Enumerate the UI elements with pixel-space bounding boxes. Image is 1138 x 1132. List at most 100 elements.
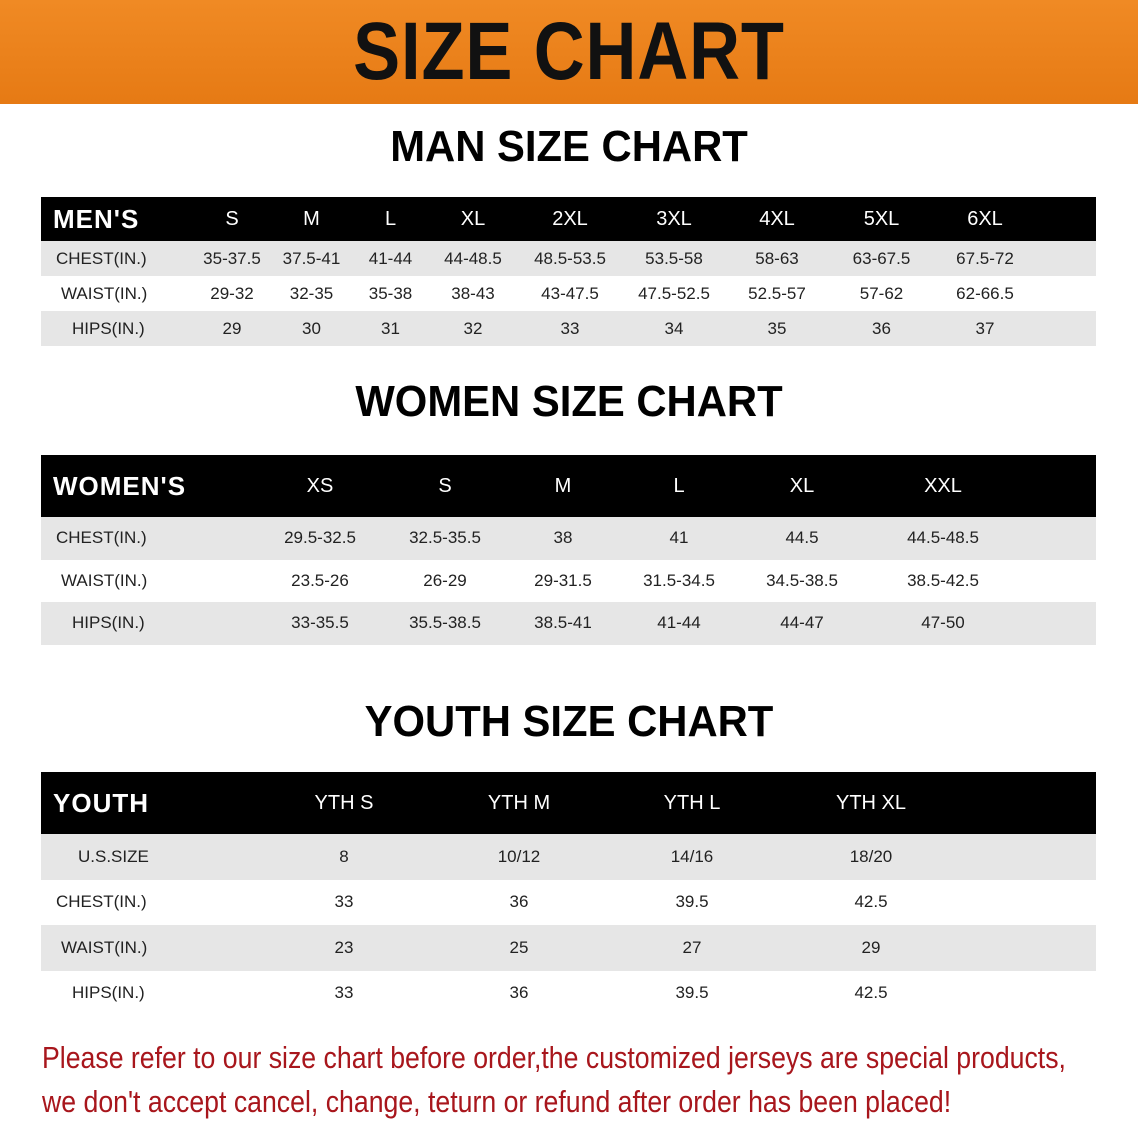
page-title: SIZE CHART	[353, 6, 785, 97]
measurement-cell: 29-32	[192, 276, 272, 311]
measurement-cell: 41-44	[351, 241, 430, 276]
size-column-header: 5XL	[830, 197, 933, 241]
measurement-cell: 23.5-26	[260, 559, 380, 602]
youth-size-table: YOUTH YTH S YTH M YTH L YTH XL U.S.SIZE 8 10/12…	[41, 772, 1096, 1016]
measurement-cell: 36	[830, 311, 933, 346]
measurement-cell: 33	[270, 970, 418, 1016]
measurement-cell: 26-29	[380, 559, 510, 602]
measurement-cell: 44-48.5	[430, 241, 516, 276]
measurement-cell: 39.5	[620, 970, 764, 1016]
measurement-cell: 42.5	[764, 879, 978, 925]
table-header-row: YOUTH YTH S YTH M YTH L YTH XL	[41, 772, 1096, 834]
size-column-header: XXL	[862, 455, 1024, 517]
women-size-table: WOMEN'S XS S M L XL XXL CHEST(IN.) 29.5-32.5 32.5…	[41, 455, 1096, 645]
table-row: WAIST(IN.) 23 25 27 29	[41, 925, 1096, 971]
measurement-cell: 41-44	[616, 602, 742, 645]
row-label: HIPS(IN.)	[41, 970, 270, 1016]
order-notice: Please refer to our size chart before or…	[42, 1036, 1066, 1124]
youth-section-title: YOUTH SIZE CHART	[364, 697, 774, 746]
measurement-cell: 38.5-41	[510, 602, 616, 645]
size-column-header: YTH XL	[764, 772, 978, 834]
measurement-cell: 23	[270, 925, 418, 971]
table-row: WAIST(IN.) 29-32 32-35 35-38 38-43 43-47.5 47.…	[41, 276, 1096, 311]
measurement-cell: 44.5-48.5	[862, 517, 1024, 560]
measurement-cell: 32-35	[272, 276, 351, 311]
measurement-cell: 34	[624, 311, 724, 346]
empty-cell	[1037, 241, 1096, 276]
empty-cell	[978, 879, 1096, 925]
measurement-cell: 36	[418, 970, 620, 1016]
size-column-header: M	[510, 455, 616, 517]
empty-header-cell	[978, 772, 1096, 834]
table-row: CHEST(IN.) 35-37.5 37.5-41 41-44 44-48.5 48.5…	[41, 241, 1096, 276]
size-column-header: YTH L	[620, 772, 764, 834]
measurement-cell: 62-66.5	[933, 276, 1037, 311]
measurement-cell: 34.5-38.5	[742, 559, 862, 602]
table-category-label: MEN'S	[41, 197, 192, 241]
size-column-header: S	[380, 455, 510, 517]
measurement-cell: 44.5	[742, 517, 862, 560]
size-column-header: L	[616, 455, 742, 517]
measurement-cell: 35.5-38.5	[380, 602, 510, 645]
empty-header-cell	[1024, 455, 1096, 517]
empty-cell	[978, 970, 1096, 1016]
measurement-cell: 47.5-52.5	[624, 276, 724, 311]
size-column-header: 3XL	[624, 197, 724, 241]
table-row: U.S.SIZE 8 10/12 14/16 18/20	[41, 834, 1096, 880]
measurement-cell: 29.5-32.5	[260, 517, 380, 560]
measurement-cell: 18/20	[764, 834, 978, 880]
table-header-row: WOMEN'S XS S M L XL XXL	[41, 455, 1096, 517]
title-banner: SIZE CHART	[0, 0, 1138, 104]
measurement-cell: 63-67.5	[830, 241, 933, 276]
measurement-cell: 14/16	[620, 834, 764, 880]
measurement-cell: 33	[270, 879, 418, 925]
empty-cell	[1037, 311, 1096, 346]
table-row: HIPS(IN.) 33-35.5 35.5-38.5 38.5-41 41-44 44-…	[41, 602, 1096, 645]
empty-header-cell	[1037, 197, 1096, 241]
size-column-header: YTH M	[418, 772, 620, 834]
row-label: U.S.SIZE	[41, 834, 270, 880]
empty-cell	[1037, 276, 1096, 311]
table-category-label: YOUTH	[41, 772, 270, 834]
measurement-cell: 35-38	[351, 276, 430, 311]
measurement-cell: 58-63	[724, 241, 830, 276]
measurement-cell: 53.5-58	[624, 241, 724, 276]
size-column-header: L	[351, 197, 430, 241]
row-label: WAIST(IN.)	[41, 559, 260, 602]
size-column-header: XL	[430, 197, 516, 241]
notice-line-1: Please refer to our size chart before or…	[42, 1040, 1066, 1075]
row-label: WAIST(IN.)	[41, 925, 270, 971]
size-column-header: 2XL	[516, 197, 624, 241]
table-category-label: WOMEN'S	[41, 455, 260, 517]
measurement-cell: 25	[418, 925, 620, 971]
measurement-cell: 27	[620, 925, 764, 971]
men-size-table: MEN'S S M L XL 2XL 3XL 4XL 5XL 6XL CHEST(IN.) 35-37…	[41, 197, 1096, 346]
empty-cell	[978, 925, 1096, 971]
measurement-cell: 38-43	[430, 276, 516, 311]
measurement-cell: 35	[724, 311, 830, 346]
row-label: CHEST(IN.)	[41, 241, 192, 276]
measurement-cell: 37	[933, 311, 1037, 346]
size-column-header: M	[272, 197, 351, 241]
measurement-cell: 43-47.5	[516, 276, 624, 311]
measurement-cell: 35-37.5	[192, 241, 272, 276]
measurement-cell: 33-35.5	[260, 602, 380, 645]
row-label: CHEST(IN.)	[41, 879, 270, 925]
measurement-cell: 29	[764, 925, 978, 971]
measurement-cell: 41	[616, 517, 742, 560]
measurement-cell: 32.5-35.5	[380, 517, 510, 560]
size-column-header: 6XL	[933, 197, 1037, 241]
empty-cell	[978, 834, 1096, 880]
size-column-header: S	[192, 197, 272, 241]
measurement-cell: 30	[272, 311, 351, 346]
measurement-cell: 38.5-42.5	[862, 559, 1024, 602]
women-section-title: WOMEN SIZE CHART	[355, 377, 783, 426]
measurement-cell: 47-50	[862, 602, 1024, 645]
size-column-header: YTH S	[270, 772, 418, 834]
measurement-cell: 31	[351, 311, 430, 346]
table-header-row: MEN'S S M L XL 2XL 3XL 4XL 5XL 6XL	[41, 197, 1096, 241]
measurement-cell: 31.5-34.5	[616, 559, 742, 602]
measurement-cell: 67.5-72	[933, 241, 1037, 276]
table-row: WAIST(IN.) 23.5-26 26-29 29-31.5 31.5-34.5 34…	[41, 559, 1096, 602]
size-column-header: XS	[260, 455, 380, 517]
